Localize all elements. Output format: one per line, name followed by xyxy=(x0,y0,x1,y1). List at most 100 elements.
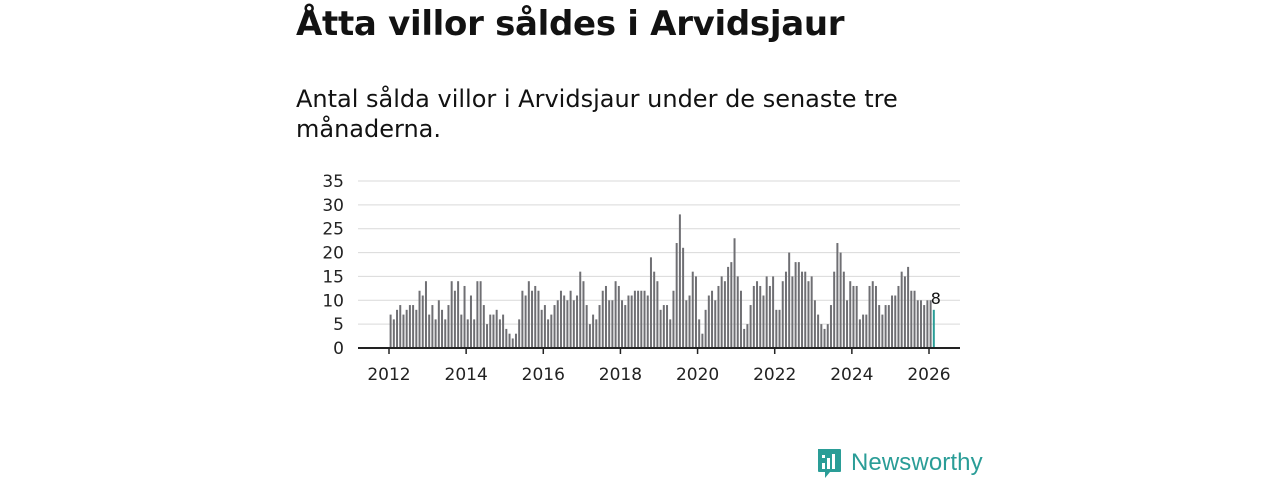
bar xyxy=(476,281,479,348)
bar xyxy=(460,314,463,348)
bar xyxy=(437,300,440,348)
bar xyxy=(865,314,868,348)
bar xyxy=(424,281,427,348)
bar xyxy=(717,285,720,348)
bar xyxy=(669,319,672,348)
bar xyxy=(408,305,411,348)
x-tick-label: 2022 xyxy=(753,365,796,385)
bar xyxy=(913,290,916,348)
bar xyxy=(907,266,910,348)
bar-latest xyxy=(932,309,935,348)
bar xyxy=(752,285,755,348)
bar xyxy=(688,295,691,348)
bar xyxy=(431,305,434,348)
bar xyxy=(775,309,778,348)
bar xyxy=(836,243,839,348)
bar xyxy=(765,276,768,348)
bar xyxy=(399,305,402,348)
bar xyxy=(784,271,787,348)
brand-logo[interactable]: Newsworthy xyxy=(816,446,983,480)
bar xyxy=(817,314,820,348)
bar xyxy=(878,305,881,348)
bar xyxy=(839,252,842,348)
bar xyxy=(852,285,855,348)
bar xyxy=(466,319,469,348)
bar xyxy=(630,295,633,348)
bar xyxy=(842,271,845,348)
bar xyxy=(781,281,784,348)
bar xyxy=(617,285,620,348)
bar xyxy=(929,300,932,348)
bar xyxy=(778,309,781,348)
bar xyxy=(720,276,723,348)
bar xyxy=(823,328,826,348)
bar xyxy=(633,290,636,348)
bar xyxy=(469,295,472,348)
bar xyxy=(505,328,508,348)
y-axis: 0 5 10 15 20 25 30 35 xyxy=(322,172,344,359)
bar xyxy=(810,276,813,348)
bar xyxy=(923,305,926,348)
bar xyxy=(463,285,466,348)
bar xyxy=(543,305,546,348)
bar xyxy=(768,285,771,348)
bar xyxy=(746,324,749,348)
bar xyxy=(649,257,652,348)
bar xyxy=(579,271,582,348)
bar xyxy=(482,305,485,348)
bar xyxy=(820,324,823,348)
bar xyxy=(582,281,585,348)
bar xyxy=(846,300,849,348)
x-tick-label: 2014 xyxy=(445,365,488,385)
bar xyxy=(441,309,444,348)
bar xyxy=(511,338,514,348)
bar xyxy=(672,290,675,348)
bar xyxy=(666,305,669,348)
bar xyxy=(598,305,601,348)
bar xyxy=(611,300,614,348)
x-tick-label: 2026 xyxy=(907,365,950,385)
bar xyxy=(685,300,688,348)
bar xyxy=(418,290,421,348)
bar xyxy=(691,271,694,348)
bar xyxy=(389,314,392,348)
bar xyxy=(727,266,730,348)
bar xyxy=(492,314,495,348)
chart-card: 0 5 10 15 20 25 30 35 2012 2014 2016 2018 2020 2022 2… xyxy=(296,0,986,480)
bar xyxy=(486,324,489,348)
bar xyxy=(900,271,903,348)
bar xyxy=(723,281,726,348)
bar xyxy=(421,295,424,348)
bar xyxy=(833,271,836,348)
bar xyxy=(871,281,874,348)
y-tick-label: 10 xyxy=(322,291,344,311)
bar xyxy=(772,276,775,348)
bar xyxy=(595,319,598,348)
bar xyxy=(881,314,884,348)
bar xyxy=(540,309,543,348)
x-tick-label: 2024 xyxy=(830,365,873,385)
bar xyxy=(444,319,447,348)
bar xyxy=(473,319,476,348)
bar xyxy=(559,290,562,348)
bars xyxy=(389,214,935,348)
bar xyxy=(910,290,913,348)
bar xyxy=(826,324,829,348)
bar xyxy=(698,319,701,348)
y-tick-label: 20 xyxy=(322,244,344,264)
bar xyxy=(531,290,534,348)
bar xyxy=(801,271,804,348)
bar xyxy=(550,314,553,348)
bar xyxy=(891,295,894,348)
bar xyxy=(405,309,408,348)
bar xyxy=(592,314,595,348)
bar xyxy=(704,309,707,348)
bar xyxy=(797,262,800,348)
bar xyxy=(701,333,704,348)
bar xyxy=(675,243,678,348)
bar xyxy=(556,300,559,348)
bar xyxy=(447,305,450,348)
bar xyxy=(457,281,460,348)
bar xyxy=(392,319,395,348)
bar xyxy=(640,290,643,348)
